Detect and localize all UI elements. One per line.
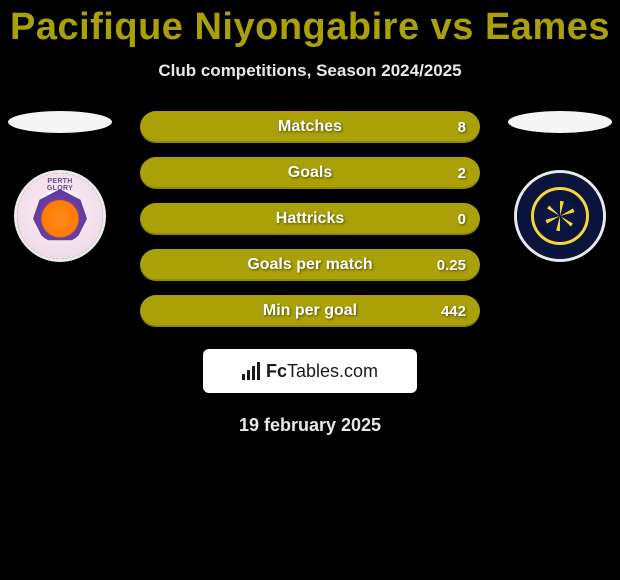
brand-badge: FcTables.com <box>203 349 417 393</box>
stat-label: Min per goal <box>263 302 357 320</box>
stat-label: Matches <box>278 118 342 136</box>
stat-row: Matches 8 <box>140 111 480 143</box>
stat-value: 8 <box>458 119 466 136</box>
club-logo-left <box>17 173 103 259</box>
player-left-ellipse <box>8 111 112 133</box>
stat-row: Goals per match 0.25 <box>140 249 480 281</box>
comparison-panel: Matches 8 Goals 2 Hattricks 0 Goals per … <box>0 111 620 436</box>
stat-value: 0.25 <box>437 257 466 274</box>
stat-value: 0 <box>458 211 466 228</box>
stat-row: Goals 2 <box>140 157 480 189</box>
stat-label: Hattricks <box>276 210 344 228</box>
page-title: Pacifique Niyongabire vs Eames <box>0 0 620 49</box>
stat-label: Goals per match <box>247 256 372 274</box>
player-left-column <box>8 111 112 259</box>
brand-text: FcTables.com <box>266 361 378 382</box>
stat-row: Min per goal 442 <box>140 295 480 327</box>
stats-bars: Matches 8 Goals 2 Hattricks 0 Goals per … <box>140 111 480 327</box>
stat-value: 2 <box>458 165 466 182</box>
player-right-column <box>508 111 612 259</box>
stat-value: 442 <box>441 303 466 320</box>
brand-rest: Tables.com <box>287 361 378 381</box>
bar-chart-icon <box>242 362 260 380</box>
player-right-ellipse <box>508 111 612 133</box>
subtitle: Club competitions, Season 2024/2025 <box>0 61 620 81</box>
stat-label: Goals <box>288 164 332 182</box>
club-logo-right <box>517 173 603 259</box>
stat-row: Hattricks 0 <box>140 203 480 235</box>
date-text: 19 february 2025 <box>0 415 620 436</box>
brand-bold: Fc <box>266 361 287 381</box>
